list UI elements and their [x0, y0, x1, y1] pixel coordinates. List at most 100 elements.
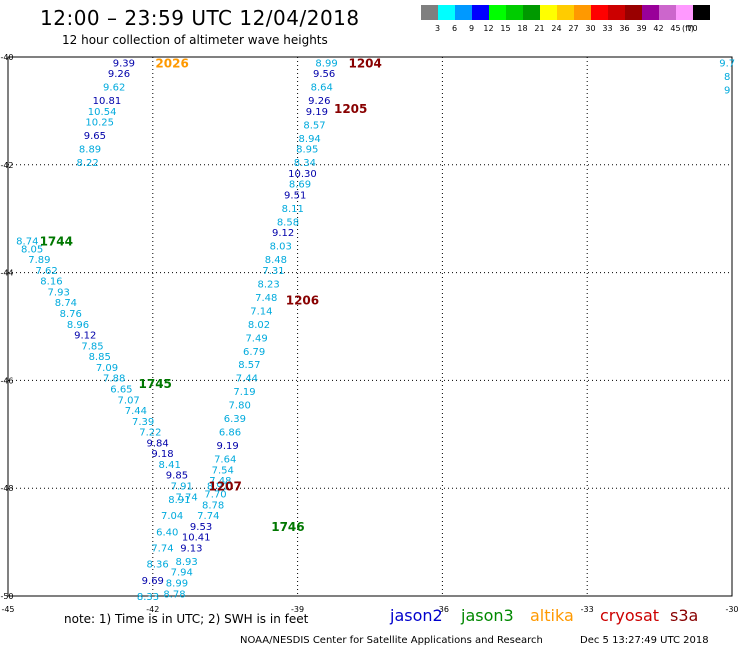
wave-height-value: 8	[724, 72, 730, 83]
wave-height-value: 8.91	[207, 482, 229, 493]
legend-swatch	[591, 5, 608, 20]
wave-height-value: 8.74	[16, 236, 38, 247]
chart-subtitle: 12 hour collection of altimeter wave hei…	[62, 33, 328, 47]
legend-label: 33	[602, 24, 613, 33]
wave-height-value: 8.57	[238, 360, 260, 371]
legend-swatch	[523, 5, 540, 20]
wave-height-value: 7.04	[161, 511, 183, 522]
wave-height-value: 9.19	[216, 441, 238, 452]
wave-height-value: 8.03	[270, 242, 292, 253]
pass-time-label: 1206	[286, 294, 319, 308]
legend-label: 24	[551, 24, 562, 33]
wave-height-value: 7.07	[118, 395, 140, 406]
wave-height-value: 7.31	[262, 266, 284, 277]
wave-height-value: 10.41	[182, 533, 211, 544]
chart-title: 12:00 – 23:59 UTC 12/04/2018	[40, 6, 360, 30]
wave-height-value: 7.91	[171, 482, 193, 493]
wave-height-value: 7.19	[233, 387, 255, 398]
legend-label: 42	[653, 24, 664, 33]
lat-tick-label: -40	[0, 53, 13, 62]
legend-swatch	[540, 5, 557, 20]
wave-height-value: 7.48	[209, 476, 231, 487]
wave-height-value: 7.49	[245, 333, 267, 344]
wave-height-value: 9	[724, 85, 730, 96]
legend-swatch	[506, 5, 523, 20]
wave-height-value: 9.39	[113, 58, 135, 69]
legend-label: 30	[585, 24, 596, 33]
wave-height-value: 7.14	[250, 306, 272, 317]
wave-height-value: 8.69	[289, 180, 311, 191]
legend-unit: (ft)	[682, 24, 695, 33]
wave-height-value: 6.86	[219, 428, 241, 439]
satellite-altika: altika	[530, 606, 574, 625]
legend-label: 21	[534, 24, 545, 33]
wave-height-value: 9.56	[313, 69, 335, 80]
wave-height-value: 8.48	[265, 255, 287, 266]
wave-height-value: 8.16	[40, 277, 62, 288]
wave-height-value: 8.36	[146, 560, 168, 571]
lat-tick-label: -48	[0, 484, 13, 493]
wave-height-value: 8.23	[258, 279, 280, 290]
pass-time-label: 1744	[40, 234, 73, 248]
wave-height-value: 7.54	[212, 465, 234, 476]
wave-height-value: 9.18	[151, 449, 173, 460]
wave-height-value: 9.85	[166, 471, 188, 482]
legend-label: 9	[468, 24, 475, 33]
lat-tick-label: -44	[0, 269, 13, 278]
satellite-cryosat: cryosat	[600, 606, 660, 625]
wave-height-value: 7.44	[125, 406, 147, 417]
wave-height-value: 9.12	[272, 228, 294, 239]
wave-height-value: 7.22	[139, 428, 161, 439]
pass-time-label: 1746	[271, 520, 304, 534]
pass-time-label: 1745	[139, 377, 172, 391]
pass-time-label: 1204	[348, 56, 381, 70]
wave-height-value: 10.54	[88, 107, 117, 118]
wave-height-value: 8.95	[296, 145, 318, 156]
wave-height-value: 7.70	[204, 490, 226, 501]
legend-swatch	[421, 5, 438, 20]
satellite-s3a: s3a	[670, 606, 699, 625]
pass-time-label: 1207	[208, 480, 241, 494]
wave-height-value: 9.19	[306, 107, 328, 118]
wave-height-value: 7.64	[214, 455, 236, 466]
legend-swatch	[676, 5, 693, 20]
wave-height-value: 8.58	[277, 217, 299, 228]
legend-swatch	[472, 5, 489, 20]
wave-height-value: 8.74	[55, 298, 77, 309]
footnote: note: 1) Time is in UTC; 2) SWH is in fe…	[64, 612, 309, 626]
wave-height-value: 7.09	[96, 363, 118, 374]
legend-swatch	[557, 5, 574, 20]
wave-height-value: 9.53	[190, 522, 212, 533]
wave-height-value: 10.25	[85, 118, 114, 129]
legend-label: 39	[636, 24, 647, 33]
legend-label: 12	[483, 24, 494, 33]
wave-height-value: 7.74	[197, 511, 219, 522]
wave-height-value: 8.99	[315, 58, 337, 69]
wave-height-value: 6.39	[224, 414, 246, 425]
lat-tick-label: -50	[0, 592, 13, 601]
wave-height-value: 8.76	[60, 309, 82, 320]
wave-height-value: 9.84	[146, 438, 168, 449]
lon-tick-label: -42	[146, 605, 159, 614]
lon-tick-label: -36	[436, 605, 449, 614]
wave-height-value: 8.41	[159, 460, 181, 471]
generation-timestamp: Dec 5 13:27:49 UTC 2018	[580, 635, 709, 646]
wave-height-value: 7.88	[103, 374, 125, 385]
wave-height-value: 7.74	[151, 543, 173, 554]
legend-swatch	[659, 5, 676, 20]
legend-swatch	[438, 5, 455, 20]
lon-tick-label: -45	[1, 605, 14, 614]
credit-line: NOAA/NESDIS Center for Satellite Applica…	[240, 635, 543, 646]
legend-label: 27	[568, 24, 579, 33]
wave-height-value: 8.22	[77, 158, 99, 169]
legend-swatch	[642, 5, 659, 20]
wave-height-value: 7.74	[175, 492, 197, 503]
legend-swatch	[455, 5, 472, 20]
map-frame	[7, 56, 733, 597]
wave-height-value: 8.64	[311, 83, 333, 94]
wave-height-value: 9.13	[180, 543, 202, 554]
wave-height-value: 7.62	[35, 266, 57, 277]
wave-height-value: 8.02	[248, 320, 270, 331]
legend-swatch	[693, 5, 710, 20]
